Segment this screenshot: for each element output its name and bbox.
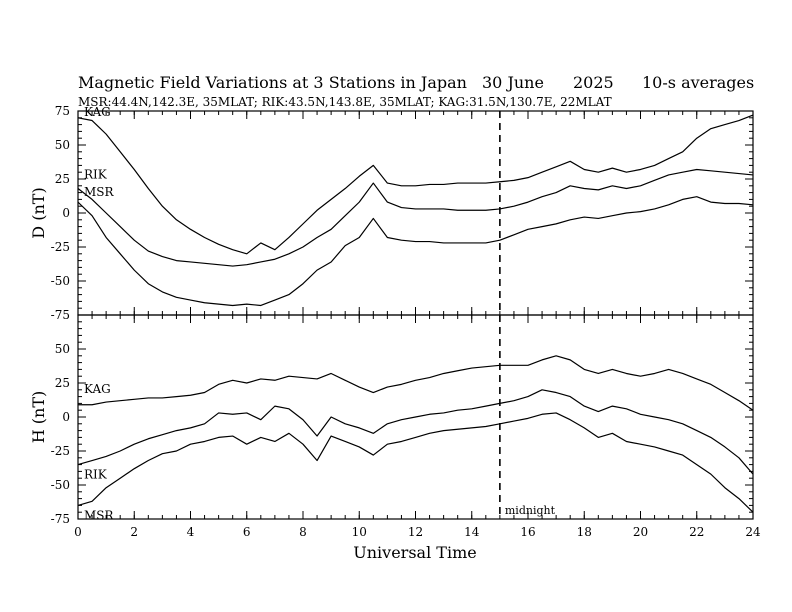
d-series-label-kag: KAG [84,105,111,119]
d-component-panel: -75 -50 -25 0 25 50 75 D (nT) KAG RIK MSR [29,104,754,322]
figure-title: Magnetic Field Variations at 3 Stations … [78,73,467,92]
h-y-tick-label: -50 [51,478,70,492]
figure-sampling: 10-s averages [642,73,754,92]
d-series-label-msr: MSR [84,185,115,199]
d-y-tick-label: 75 [55,104,70,118]
d-series-rik [77,168,754,267]
h-y-tick-label: 50 [55,342,70,356]
h-series-label-kag: KAG [84,382,111,396]
x-tick-label: 18 [577,525,592,539]
d-y-tick-label: 0 [62,206,70,220]
h-y-tick-label: -25 [51,444,70,458]
x-tick-label: 14 [464,525,480,539]
d-y-tick-label: -50 [51,274,70,288]
h-series-label-msr: MSR [84,508,115,522]
h-series-msr [77,412,754,513]
h-y-tick-label: 0 [62,410,70,424]
x-tick-label: 8 [299,525,307,539]
h-component-panel: -75 -50 -25 0 25 50 H (nT) KAG RIK MSR [29,314,754,526]
x-tick-label: 10 [352,525,367,539]
figure-year: 2025 [573,73,614,92]
d-y-tick-label: 25 [55,172,70,186]
universal-time-axis: 0 2 4 6 8 10 12 14 16 18 20 22 24 [74,111,761,539]
d-series-kag [77,114,754,255]
x-tick-label: 22 [689,525,704,539]
d-y-tick-label: -75 [51,308,70,322]
midnight-label: midnight [505,504,556,517]
x-axis-title: Universal Time [353,543,476,562]
d-series-msr [77,196,754,307]
d-axis-title: D (nT) [29,187,48,238]
d-y-tick-label: -25 [51,240,70,254]
x-tick-label: 2 [130,525,138,539]
h-series-rik [77,389,754,475]
x-tick-label: 16 [520,525,535,539]
h-series-kag [78,355,754,411]
h-series-label-rik: RIK [84,468,108,482]
d-y-tick-label: 50 [55,138,70,152]
x-tick-label: 24 [745,525,761,539]
x-tick-label: 20 [633,525,648,539]
h-y-tick-label: -75 [51,512,70,526]
station-coordinates: MSR:44.4N,142.3E, 35MLAT; RIK:43.5N,143.… [78,95,612,109]
figure-date: 30 June [482,73,544,92]
h-axis-title: H (nT) [29,391,48,444]
x-tick-label: 6 [243,525,251,539]
h-y-tick-label: 25 [55,376,70,390]
x-tick-label: 4 [187,525,195,539]
x-tick-label: 0 [74,525,82,539]
d-series-label-rik: RIK [84,168,108,182]
d-panel-frame [77,110,754,316]
x-tick-label: 12 [408,525,423,539]
